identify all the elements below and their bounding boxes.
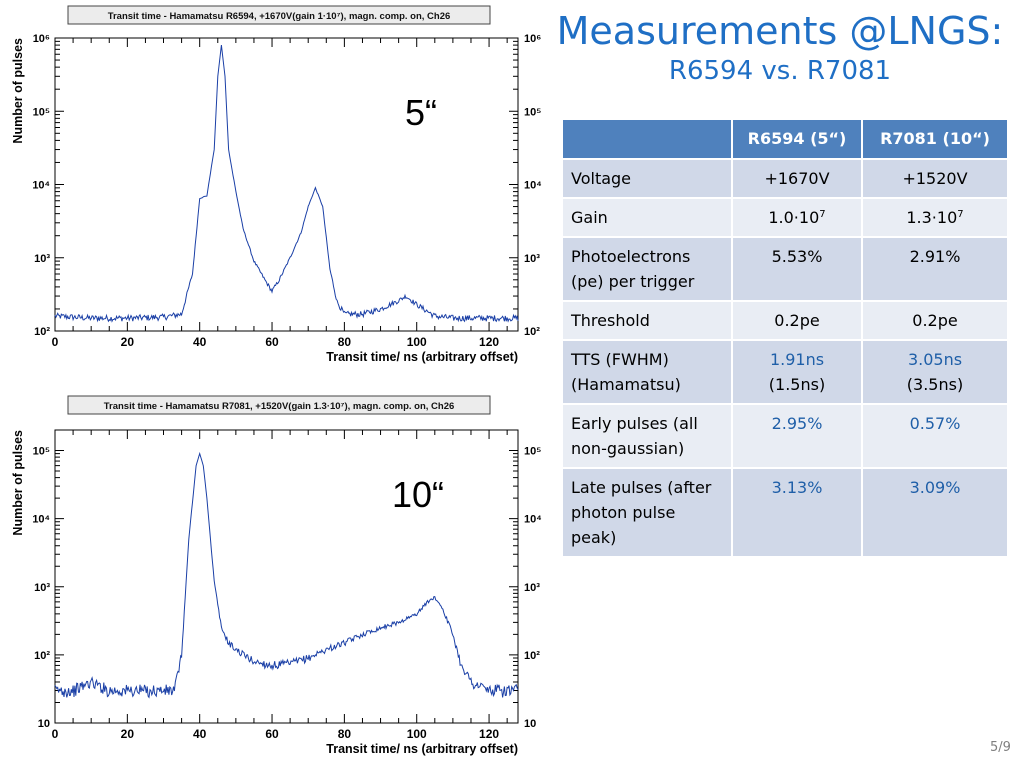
cell-r7081: 2.91% — [861, 236, 1009, 302]
transit-time-chart-r6594: Transit time - Hamamatsu R6594, +1670V(g… — [11, 5, 542, 364]
y-tick-label-right: 10⁵ — [524, 106, 541, 118]
y-tick-label-right: 10⁴ — [524, 514, 542, 526]
tts-hamamatsu: (1.5ns) — [768, 375, 826, 394]
cell-r7081: 3.05ns (3.5ns) — [861, 339, 1009, 405]
table-header-r7081: R7081 (10“) — [861, 118, 1009, 160]
y-tick-label: 10² — [34, 326, 50, 338]
table-row-tts: TTS (FWHM) (Hamamatsu) 1.91ns (1.5ns) 3.0… — [561, 339, 1009, 405]
x-tick-label: 0 — [52, 335, 59, 349]
tts-measured: 1.91ns — [769, 350, 825, 369]
y-tick-label-right: 10⁴ — [524, 180, 542, 192]
y-tick-label-right: 10⁵ — [524, 446, 541, 458]
x-tick-label: 60 — [265, 335, 279, 349]
y-tick-label: 10³ — [34, 582, 50, 594]
page-number: 5/9 — [990, 740, 1011, 755]
gain-base: 1.0·10 — [768, 208, 820, 227]
row-label: Threshold — [561, 300, 733, 341]
row-label: TTS (FWHM) (Hamamatsu) — [561, 339, 733, 405]
slide-title-block: Measurements @LNGS: R6594 vs. R7081 — [540, 8, 1020, 88]
cell-r6594: 2.95% — [731, 403, 863, 469]
table-header-r6594: R6594 (5“) — [731, 118, 863, 160]
y-tick-label: 10⁵ — [33, 106, 50, 118]
row-label: Early pulses (all non-gaussian) — [561, 403, 733, 469]
row-label: Photoelectrons (pe) per trigger — [561, 236, 733, 302]
y-tick-label-right: 10³ — [524, 253, 540, 265]
gain-base: 1.3·10 — [906, 208, 958, 227]
chart-title-box — [67, 5, 491, 25]
y-tick-label-right: 10 — [524, 718, 536, 730]
y-tick-label-right: 10² — [524, 650, 540, 662]
y-tick-label: 10⁴ — [32, 180, 50, 192]
y-axis-label: Number of pulses — [11, 430, 25, 536]
chart-title: Transit time - Hamamatsu R7081, +1520V(g… — [104, 401, 455, 412]
cell-value: 3.13% — [771, 478, 823, 497]
cell-r6594: +1670V — [731, 158, 863, 199]
row-label: Voltage — [561, 158, 733, 199]
gain-exponent: 7 — [819, 209, 826, 220]
y-tick-label-right: 10² — [524, 326, 540, 338]
cell-value: 2.95% — [771, 414, 823, 433]
table-row-voltage: Voltage +1670V +1520V — [561, 158, 1009, 199]
size-label-10-inch: 10“ — [392, 474, 445, 515]
cell-r6594: 0.2pe — [731, 300, 863, 341]
x-tick-label: 0 — [52, 727, 59, 741]
x-tick-label: 20 — [121, 335, 135, 349]
x-tick-label: 120 — [479, 727, 499, 741]
tts-hamamatsu: (3.5ns) — [906, 375, 964, 394]
comparison-table: R6594 (5“) R7081 (10“) Voltage +1670V +1… — [561, 118, 1009, 558]
plot-frame — [54, 37, 519, 332]
x-axis-label: Transit time/ ns (arbitrary offset) — [326, 350, 518, 364]
slide-title: Measurements @LNGS: — [556, 9, 1004, 53]
y-tick-label: 10⁶ — [33, 33, 50, 45]
table-row-gain: Gain 1.0·107 1.3·107 — [561, 197, 1009, 238]
x-tick-label: 80 — [338, 727, 352, 741]
size-label-5-inch: 5“ — [405, 92, 438, 133]
x-tick-label: 20 — [121, 727, 135, 741]
cell-r7081: 0.2pe — [861, 300, 1009, 341]
y-tick-label: 10⁴ — [32, 514, 50, 526]
table-row-photoelectrons: Photoelectrons (pe) per trigger 5.53% 2.… — [561, 236, 1009, 302]
x-tick-label: 100 — [407, 335, 427, 349]
cell-r7081: 1.3·107 — [861, 197, 1009, 238]
x-tick-label: 40 — [193, 727, 207, 741]
cell-value: 0.57% — [909, 414, 961, 433]
table-header-row: R6594 (5“) R7081 (10“) — [561, 118, 1009, 160]
table-row-late-pulses: Late pulses (after photon pulse peak) 3.… — [561, 467, 1009, 558]
y-tick-label-right: 10⁶ — [524, 33, 541, 45]
table-row-threshold: Threshold 0.2pe 0.2pe — [561, 300, 1009, 341]
y-axis-label: Number of pulses — [11, 38, 25, 144]
tts-measured: 3.05ns — [907, 350, 963, 369]
row-label: Gain — [561, 197, 733, 238]
cell-value: 3.09% — [909, 478, 961, 497]
chart-title-box — [67, 395, 491, 415]
slide-subtitle: R6594 vs. R7081 — [668, 56, 892, 86]
chart-title: Transit time - Hamamatsu R6594, +1670V(g… — [108, 11, 451, 22]
plot-frame — [54, 429, 519, 724]
x-tick-label: 80 — [338, 335, 352, 349]
data-series-line — [54, 45, 519, 323]
cell-r6594: 5.53% — [731, 236, 863, 302]
data-series-line — [54, 451, 519, 699]
x-tick-label: 100 — [407, 727, 427, 741]
cell-r7081: +1520V — [861, 158, 1009, 199]
y-tick-label: 10 — [38, 718, 50, 730]
gain-exponent: 7 — [957, 209, 964, 220]
x-tick-label: 60 — [265, 727, 279, 741]
transit-time-chart-r7081: Transit time - Hamamatsu R7081, +1520V(g… — [11, 395, 542, 756]
table-header-empty — [561, 118, 733, 160]
cell-r6594: 3.13% — [731, 467, 863, 558]
cell-r7081: 0.57% — [861, 403, 1009, 469]
x-tick-label: 40 — [193, 335, 207, 349]
x-tick-label: 120 — [479, 335, 499, 349]
y-tick-label: 10² — [34, 650, 50, 662]
y-tick-label-right: 10³ — [524, 582, 540, 594]
cell-r6594: 1.0·107 — [731, 197, 863, 238]
cell-r6594: 1.91ns (1.5ns) — [731, 339, 863, 405]
cell-r7081: 3.09% — [861, 467, 1009, 558]
x-axis-label: Transit time/ ns (arbitrary offset) — [326, 742, 518, 756]
y-tick-label: 10³ — [34, 253, 50, 265]
table-row-early-pulses: Early pulses (all non-gaussian) 2.95% 0.… — [561, 403, 1009, 469]
row-label: Late pulses (after photon pulse peak) — [561, 467, 733, 558]
y-tick-label: 10⁵ — [33, 446, 50, 458]
